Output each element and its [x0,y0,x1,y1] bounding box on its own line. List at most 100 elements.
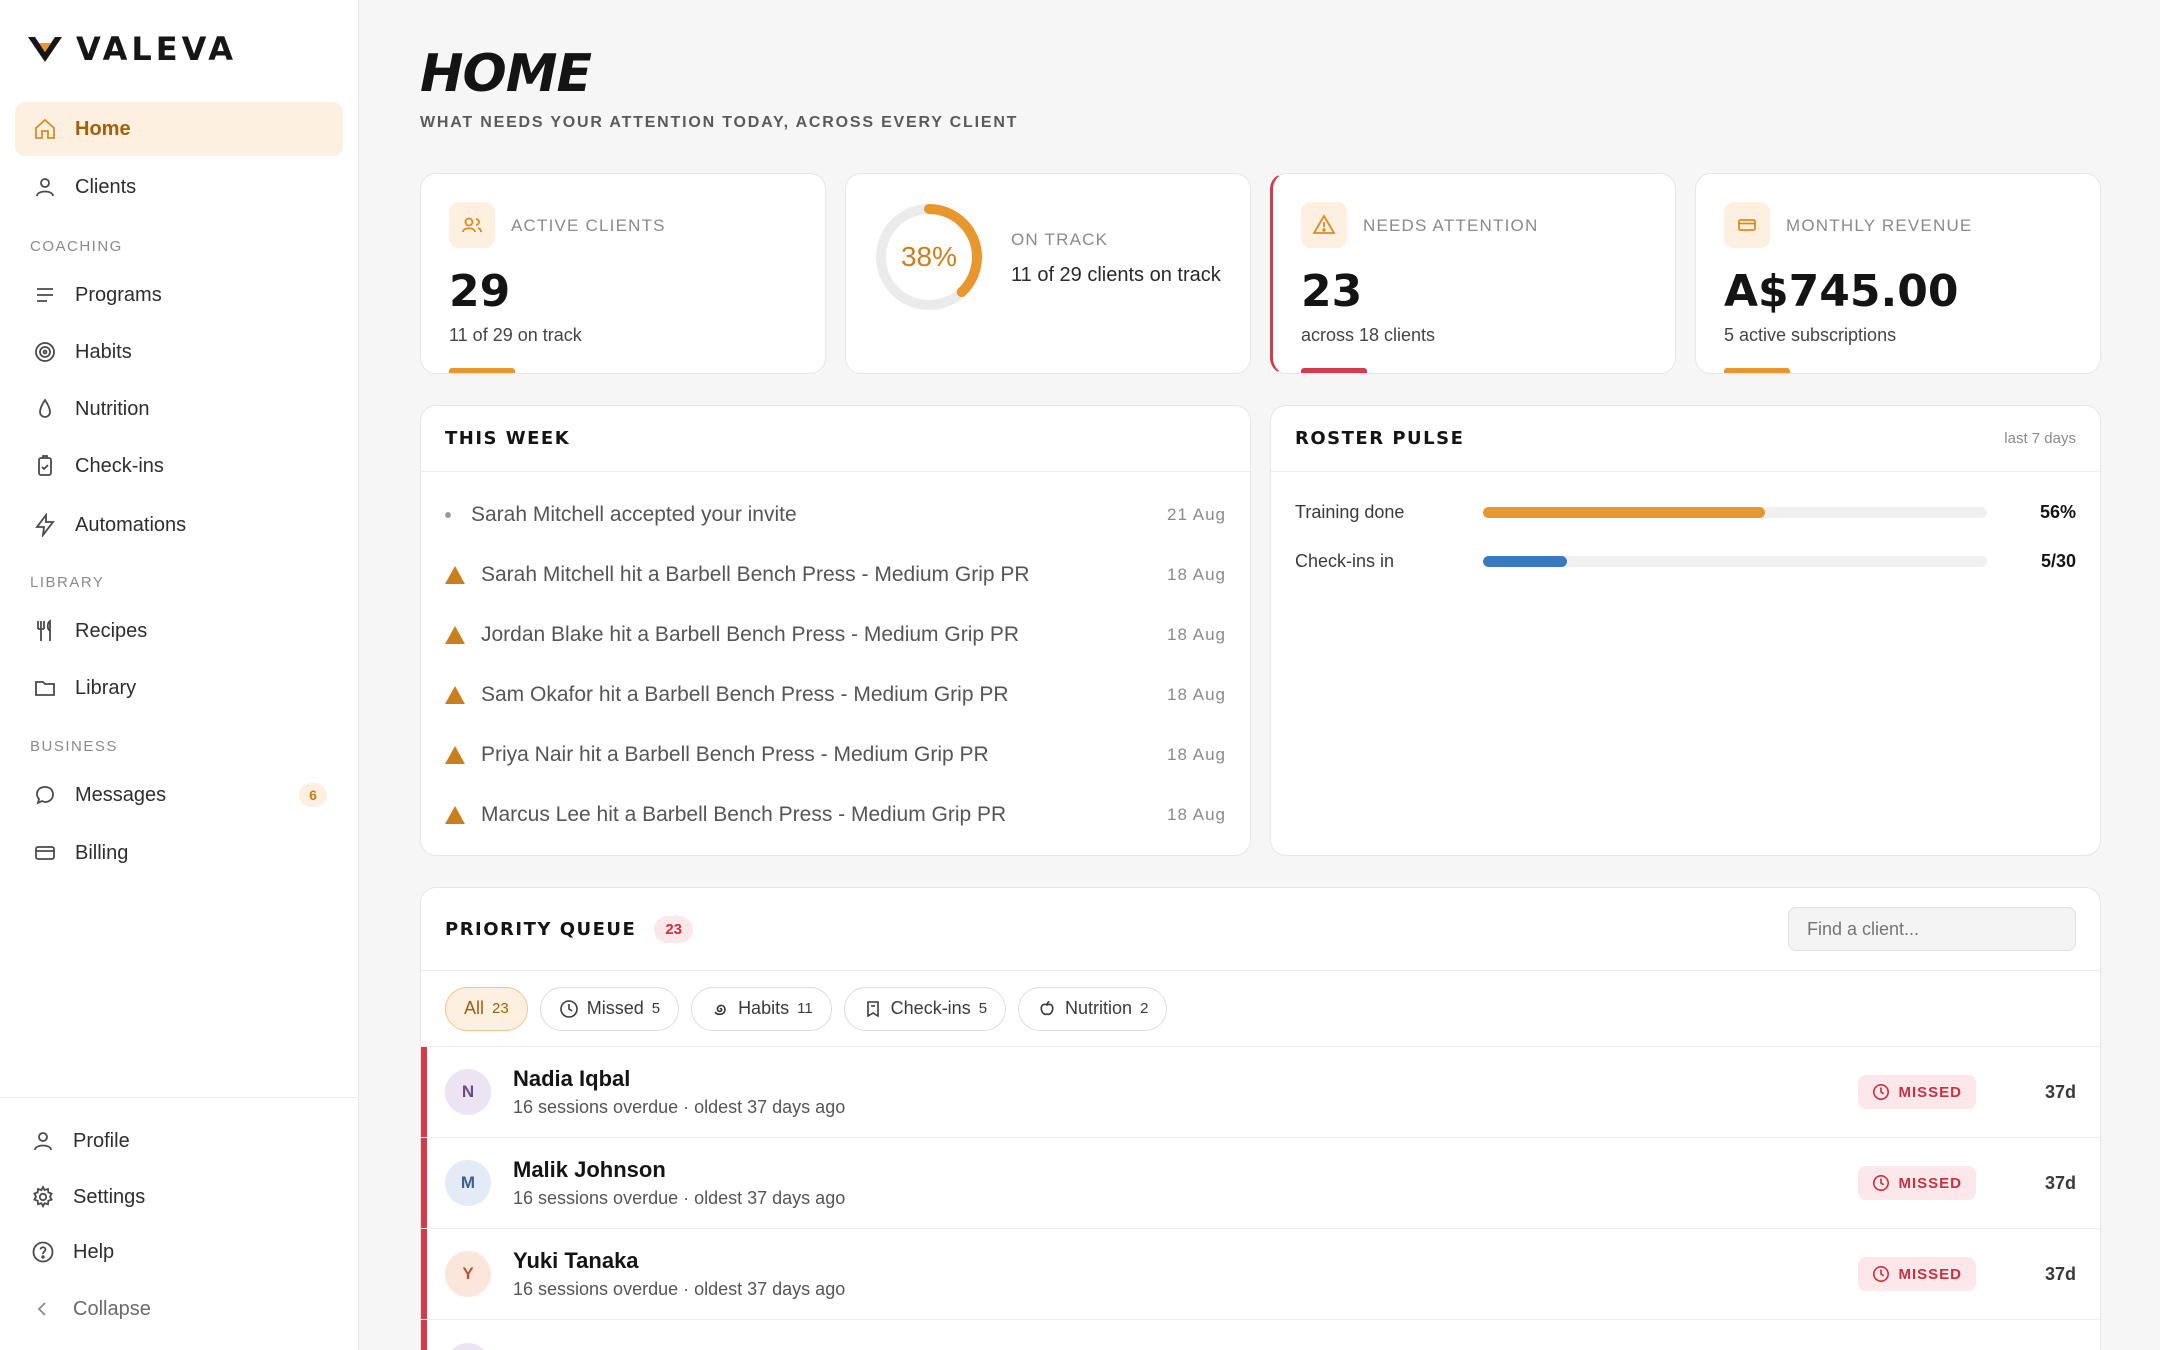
stat-accent-bar [1301,368,1367,373]
chip-count: 5 [651,1000,661,1017]
activity-item[interactable]: Sam Okafor hit a Barbell Bench Press - M… [445,675,1226,715]
activity-date: 18 Aug [1167,565,1226,584]
spiral-icon [714,1004,726,1015]
chip-label: Habits [738,998,790,1018]
sidebar: VALEVA Home Clients COACHING Programs Ha… [0,0,359,1350]
activity-date: 18 Aug [1167,745,1226,764]
stat-label: ACTIVE CLIENTS [511,216,666,235]
lightning-icon [31,511,59,539]
main-content: HOME WHAT NEEDS YOUR ATTENTION TODAY, AC… [360,0,2160,1350]
sidebar-divider [0,1097,359,1098]
sidebar-item-library[interactable]: Library [15,661,343,715]
activity-item[interactable]: Sarah Mitchell accepted your invite 21 A… [445,495,1226,535]
users-icon [449,202,495,248]
filter-chip-all[interactable]: All 23 [445,986,528,1031]
queue-row-text: Malik Johnson 16 sessions overdue · olde… [513,1157,845,1209]
filter-chip-habits[interactable]: Habits 11 [691,986,832,1031]
activity-item[interactable]: Sarah Mitchell hit a Barbell Bench Press… [445,555,1226,595]
avatar: N [445,1069,491,1115]
filter-chip-nutrition[interactable]: Nutrition 2 [1018,986,1168,1031]
sidebar-item-profile[interactable]: Profile [15,1114,343,1168]
user-icon [29,1127,57,1155]
stat-accent-bar [1724,368,1790,373]
sidebar-item-habits[interactable]: Habits [15,325,343,379]
user-icon [31,173,59,201]
priority-queue-header: PRIORITY QUEUE 23 [421,888,2100,971]
this-week-card: THIS WEEK Sarah Mitchell accepted your i… [420,405,1251,856]
avatar: Y [445,1251,491,1297]
sidebar-item-messages[interactable]: Messages 6 [15,768,343,822]
on-track-percent: 38% [901,241,957,272]
sidebar-item-label: Help [73,1240,115,1263]
sidebar-item-nutrition[interactable]: Nutrition [15,382,343,436]
activity-date: 21 Aug [1167,505,1226,524]
pulse-value: 5/30 [2040,550,2076,571]
queue-row-text: Yuki Tanaka 16 sessions overdue · oldest… [513,1248,845,1300]
triangle-icon [445,686,465,704]
client-search-input[interactable] [1788,907,2076,951]
apple-icon [1040,1000,1054,1015]
filter-chip-checkins[interactable]: Check-ins 5 [843,986,1007,1031]
gear-icon [29,1183,57,1211]
sidebar-item-home[interactable]: Home [15,102,343,156]
stat-card-on-track[interactable]: 38% ON TRACK 11 of 29 clients on track [845,173,1251,374]
period-label: last 7 days [2004,430,2076,447]
sidebar-item-checkins[interactable]: Check-ins [15,439,343,493]
client-detail: 16 sessions overdue · oldest 37 days ago [513,1279,846,1299]
status-label: MISSED [1898,1265,1962,1283]
activity-text: Priya Nair hit a Barbell Bench Press - M… [481,743,989,766]
sidebar-item-clients[interactable]: Clients [15,160,343,214]
card-header: THIS WEEK [421,406,1250,472]
pulse-fill-training [1483,506,1766,518]
age-label: 37d [2044,1263,2076,1284]
avatar [445,1342,491,1350]
stat-card-active-clients[interactable]: ACTIVE CLIENTS 29 11 of 29 on track [420,173,826,374]
nav-section-coaching: COACHING [30,238,123,255]
activity-date: 18 Aug [1167,685,1226,704]
stat-note: 11 of 29 clients on track [1011,264,1221,286]
sidebar-item-help[interactable]: Help [15,1225,343,1279]
credit-card-icon [1724,202,1770,248]
queue-row[interactable]: M Malik Johnson 16 sessions overdue · ol… [421,1138,2100,1229]
client-detail: 16 sessions overdue · oldest 37 days ago [513,1188,846,1208]
stat-card-monthly-revenue[interactable]: MONTHLY REVENUE A$745.00 5 active subscr… [1695,173,2101,374]
sidebar-item-billing[interactable]: Billing [15,826,343,880]
priority-stripe [421,1320,427,1350]
sidebar-item-label: Billing [75,841,129,864]
valeva-logo-icon [28,37,62,62]
list-icon [31,281,59,309]
pulse-track [1483,506,1987,518]
queue-row[interactable]: N Nadia Iqbal 16 sessions overdue · olde… [421,1047,2100,1138]
dot-icon [445,512,451,518]
priority-stripe [421,1229,427,1319]
chip-label: Missed [586,998,644,1018]
pulse-track [1483,555,1987,567]
activity-item[interactable]: Marcus Lee hit a Barbell Bench Press - M… [445,795,1226,835]
queue-row[interactable]: Y Yuki Tanaka 16 sessions overdue · olde… [421,1229,2100,1320]
activity-item[interactable]: Priya Nair hit a Barbell Bench Press - M… [445,735,1226,775]
sidebar-item-label: Clients [75,175,137,198]
sidebar-item-recipes[interactable]: Recipes [15,604,343,658]
age-label: 37d [2044,1172,2076,1193]
activity-item[interactable]: Jordan Blake hit a Barbell Bench Press -… [445,615,1226,655]
sidebar-collapse-button[interactable]: Collapse [15,1282,343,1336]
stat-label: MONTHLY REVENUE [1786,216,1973,235]
brand-name: VALEVA [76,30,237,68]
priority-queue-card: PRIORITY QUEUE 23 All 23 Missed 5 Habits… [420,887,2101,1350]
sidebar-item-label: Home [75,117,131,140]
status-label: MISSED [1898,1083,1962,1101]
brand-logo[interactable]: VALEVA [26,30,237,68]
age-label: 37d [2044,1081,2076,1102]
queue-row[interactable] [421,1320,2100,1350]
stat-card-needs-attention[interactable]: NEEDS ATTENTION 23 across 18 clients [1270,173,1676,374]
sidebar-item-settings[interactable]: Settings [15,1170,343,1224]
pulse-row-training: Training done 56% [1295,497,2076,527]
activity-text: Sarah Mitchell accepted your invite [471,503,797,526]
sidebar-item-automations[interactable]: Automations [15,498,343,552]
triangle-icon [445,566,465,584]
stat-accent-bar [449,368,515,373]
filter-chip-missed[interactable]: Missed 5 [539,986,680,1031]
status-badge: MISSED [1858,1075,1976,1109]
stat-value: 23 [1301,266,1363,317]
sidebar-item-programs[interactable]: Programs [15,268,343,322]
